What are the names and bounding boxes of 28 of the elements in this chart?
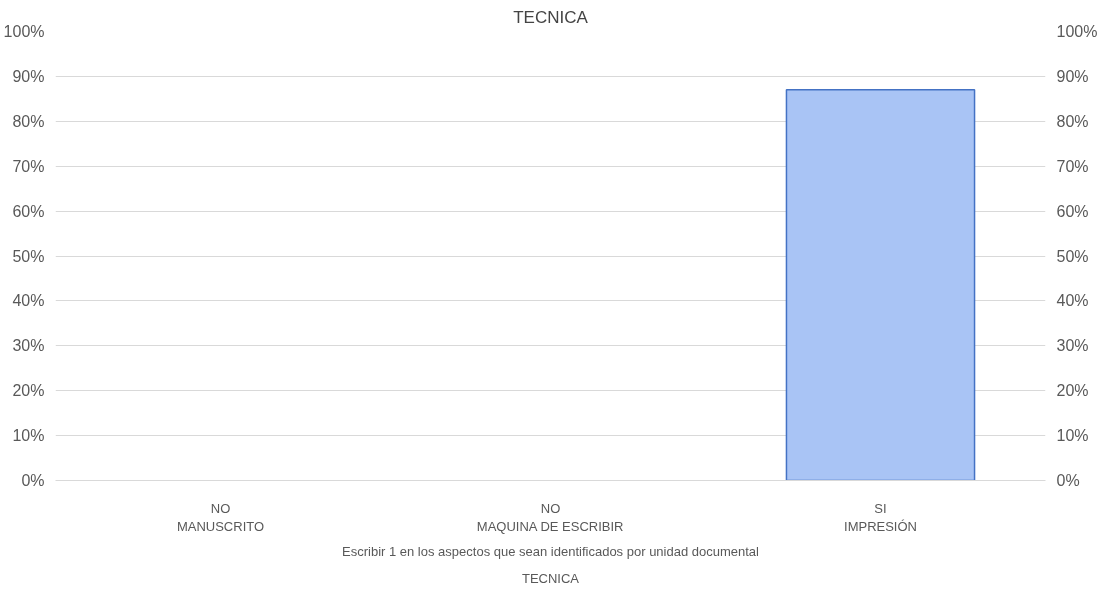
x-tick-label: NO MAQUINA DE ESCRIBIR xyxy=(476,500,624,534)
y-tick-label: 0% xyxy=(21,472,45,489)
x-tick-label: NO MANUSCRITO xyxy=(176,500,265,534)
y-tick-label: 30% xyxy=(12,337,45,355)
text: Escribir 1 en los aspectos que sean identificados por unidad documental xyxy=(342,543,760,559)
y-tick-label: 80% xyxy=(12,112,45,130)
y-tick-label: 100% xyxy=(3,23,45,40)
y2-tick-label: 40% xyxy=(1056,292,1089,310)
y2-tick-label: 90% xyxy=(1056,67,1089,85)
y2-tick-label: 80% xyxy=(1056,112,1089,130)
y2-tick-label: 10% xyxy=(1056,427,1089,445)
x-tick-label: SI IMPRESIÓN xyxy=(844,500,917,534)
y2-tick-label: 60% xyxy=(1056,202,1089,220)
y2-tick-label: 70% xyxy=(1056,157,1089,175)
y-tick-label: 20% xyxy=(12,382,45,400)
y-tick-label: 90% xyxy=(12,67,45,85)
x-axis-title: TECNICA xyxy=(521,570,580,586)
y2-tick-label: 20% xyxy=(1056,382,1089,400)
y2-tick-label: 30% xyxy=(1056,337,1089,355)
y2-tick-label: 100% xyxy=(1056,23,1098,40)
y-tick-label: 60% xyxy=(12,202,45,220)
y2-tick-label: 0% xyxy=(1056,472,1080,489)
y-tick-label: 50% xyxy=(12,247,45,265)
y2-tick-label: 50% xyxy=(1056,247,1089,265)
y-tick-label: 70% xyxy=(12,157,45,175)
y-tick-label: 10% xyxy=(12,427,45,445)
y-tick-label: 40% xyxy=(12,292,45,310)
chart-title: TECNICA xyxy=(513,7,589,27)
